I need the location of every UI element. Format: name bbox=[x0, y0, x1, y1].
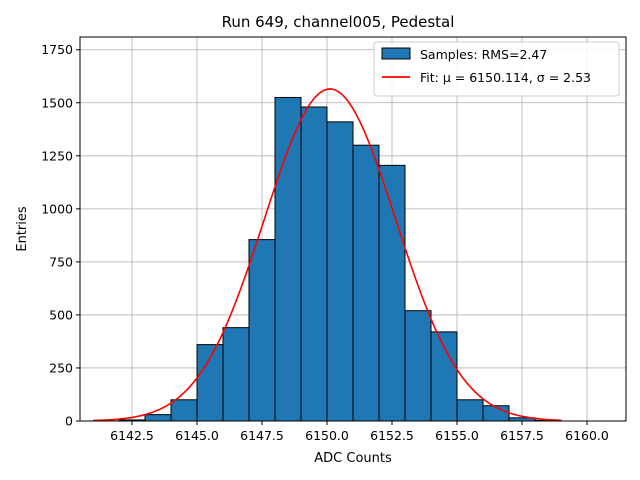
x-tick-label: 6142.5 bbox=[110, 428, 154, 443]
legend-box bbox=[373, 41, 620, 97]
histogram-bar bbox=[378, 164, 406, 422]
legend: Samples: RMS=2.47 Fit: μ = 6150.114, σ =… bbox=[373, 41, 620, 97]
y-axis-ticks: 0 250 500 750 1000 1250 1500 1750 bbox=[41, 42, 80, 429]
histogram-bar bbox=[352, 144, 380, 422]
legend-fit-label: Fit: μ = 6150.114, σ = 2.53 bbox=[420, 70, 591, 85]
x-axis-label: ADC Counts bbox=[314, 451, 392, 466]
histogram-bar bbox=[456, 399, 484, 422]
histogram-bar bbox=[404, 310, 432, 422]
histogram-bar bbox=[274, 96, 302, 422]
x-tick-label: 6157.5 bbox=[500, 428, 544, 443]
y-axis-label: Entries bbox=[15, 206, 30, 252]
x-tick-label: 6150.0 bbox=[305, 428, 349, 443]
legend-histogram-label: Samples: RMS=2.47 bbox=[420, 47, 547, 62]
histogram-bar bbox=[144, 414, 172, 422]
x-axis-ticks: 6142.5 6145.0 6147.5 6150.0 6152.5 6155.0 6157… bbox=[110, 421, 609, 443]
y-tick-label: 500 bbox=[49, 307, 73, 322]
gaussian-fit-curve bbox=[92, 88, 562, 422]
histogram-bar bbox=[196, 344, 224, 422]
legend-histogram-swatch bbox=[381, 47, 411, 60]
y-tick-label: 1500 bbox=[41, 95, 73, 110]
y-tick-label: 1000 bbox=[41, 201, 73, 216]
x-tick-label: 6155.0 bbox=[435, 428, 479, 443]
histogram-bars bbox=[118, 96, 562, 422]
histogram-bar bbox=[170, 399, 198, 422]
histogram-bar bbox=[300, 106, 328, 422]
histogram-bar bbox=[430, 331, 458, 422]
histogram-bar bbox=[222, 327, 250, 422]
y-tick-label: 0 bbox=[65, 414, 73, 429]
y-tick-label: 250 bbox=[49, 360, 73, 375]
histogram-bar bbox=[326, 121, 354, 422]
y-tick-label: 750 bbox=[49, 254, 73, 269]
x-tick-label: 6145.0 bbox=[175, 428, 219, 443]
y-tick-label: 1750 bbox=[41, 42, 73, 57]
x-tick-label: 6160.0 bbox=[565, 428, 609, 443]
chart-title: Run 649, channel005, Pedestal bbox=[222, 13, 455, 31]
histogram-bar bbox=[248, 239, 276, 422]
x-tick-label: 6147.5 bbox=[240, 428, 284, 443]
y-tick-label: 1250 bbox=[41, 148, 73, 163]
x-tick-label: 6152.5 bbox=[370, 428, 414, 443]
plot-frame bbox=[79, 36, 627, 422]
